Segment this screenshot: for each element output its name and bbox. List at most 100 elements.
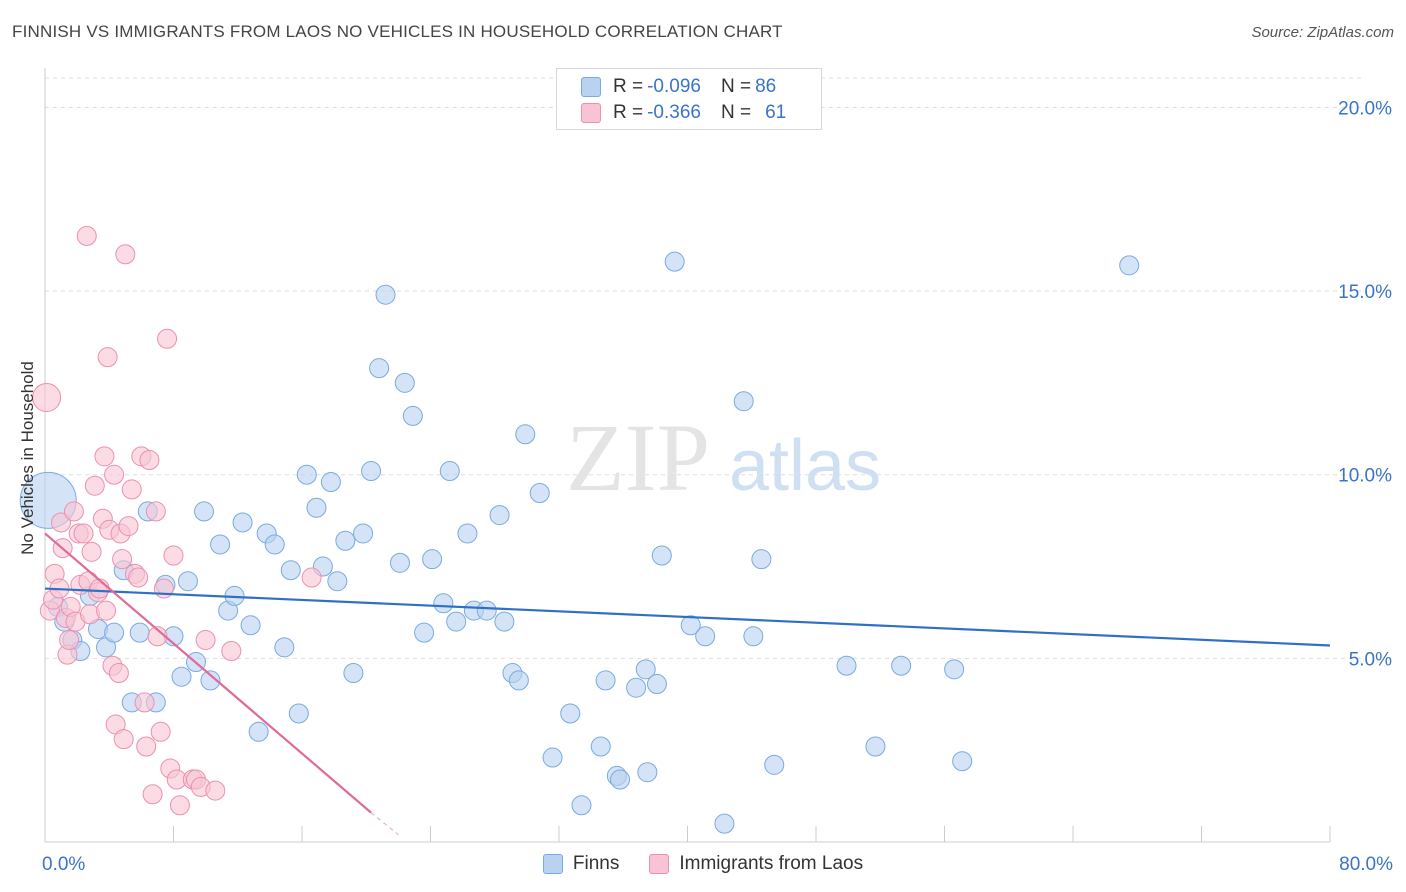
finns-point xyxy=(529,483,550,504)
finns-point xyxy=(680,615,701,636)
finns-point xyxy=(952,751,973,772)
laos-point xyxy=(81,541,102,562)
finns-point xyxy=(200,670,221,691)
finns-point xyxy=(764,754,785,775)
finns-point xyxy=(439,461,460,482)
legend-r-label: R = xyxy=(613,76,644,97)
legend-n-label: N = xyxy=(720,102,752,123)
finns-point xyxy=(320,472,341,493)
laos-point xyxy=(115,244,136,265)
finns-point xyxy=(414,622,435,643)
finns-point xyxy=(664,251,685,272)
finns-point xyxy=(422,549,443,570)
laos-point xyxy=(301,567,322,588)
finns-point xyxy=(129,622,150,643)
finns-point xyxy=(891,655,912,676)
legend-item-finns[interactable]: Finns xyxy=(542,853,620,875)
finns-point xyxy=(751,549,772,570)
finns-point xyxy=(595,670,616,691)
legend-label-finns: Finns xyxy=(572,853,620,874)
finns-point xyxy=(327,571,348,592)
finns-point xyxy=(248,721,269,742)
laos-point xyxy=(51,512,72,533)
finns-point xyxy=(335,530,356,551)
laos-point xyxy=(139,450,160,470)
laos-point xyxy=(121,479,142,500)
finns-point xyxy=(361,461,382,482)
finns-point xyxy=(1119,255,1140,276)
finns-point xyxy=(571,795,592,816)
finns-point xyxy=(944,659,965,680)
finns-point xyxy=(515,424,536,445)
watermark-zip: ZIP xyxy=(566,404,710,511)
laos-point xyxy=(89,578,110,599)
legend-r-value: -0.366 xyxy=(647,102,701,123)
finns-point xyxy=(590,736,611,757)
y-tick-label: 20.0% xyxy=(1338,98,1392,119)
watermark-atlas: atlas xyxy=(729,426,881,506)
laos-point xyxy=(76,225,97,246)
source-label: Source: ZipAtlas.com xyxy=(1251,24,1394,41)
legend-swatch-finns xyxy=(581,77,601,97)
legend-row-finns: R = -0.096 N = 86 xyxy=(581,75,776,99)
legend-swatch-laos xyxy=(649,854,670,874)
finns-point xyxy=(369,358,390,379)
finns-point xyxy=(476,600,497,621)
laos-point xyxy=(59,629,80,650)
finns-point xyxy=(104,622,125,643)
laos-point xyxy=(163,545,184,566)
legend-item-laos[interactable]: Immigrants from Laos xyxy=(649,853,863,875)
watermark: ZIP atlas xyxy=(566,404,881,511)
finns-point xyxy=(210,534,231,555)
tick-labels: 5.0% 10.0% 15.0% 20.0% 0.0% 80.0% xyxy=(42,98,1393,875)
finns-point xyxy=(836,655,857,676)
finns-point xyxy=(280,560,301,581)
finns-point xyxy=(714,813,735,834)
finns-point xyxy=(494,611,515,632)
legend-r-label: R = xyxy=(613,102,644,123)
series-finns-points xyxy=(19,251,1140,834)
trend-lines xyxy=(44,532,1331,836)
axes xyxy=(44,68,1331,843)
laos-trend-extension xyxy=(370,812,399,836)
finns-point xyxy=(733,391,754,412)
finns-point xyxy=(695,626,716,647)
finns-point xyxy=(560,703,581,724)
laos-point xyxy=(32,383,62,413)
laos-point xyxy=(142,784,163,805)
laos-point xyxy=(128,567,149,588)
finns-point xyxy=(240,615,261,636)
legend-swatch-laos xyxy=(581,103,601,123)
laos-point xyxy=(84,475,105,496)
laos-trend-line xyxy=(44,532,372,814)
finns-point xyxy=(375,284,396,305)
legend-label-laos: Immigrants from Laos xyxy=(679,853,864,874)
laos-point xyxy=(169,795,190,816)
y-tick-label: 15.0% xyxy=(1338,282,1392,303)
finns-point xyxy=(296,464,317,485)
laos-point xyxy=(134,692,155,713)
laos-point xyxy=(147,626,168,647)
finns-point xyxy=(288,703,309,724)
chart-title: FINNISH VS IMMIGRANTS FROM LAOS NO VEHIC… xyxy=(12,22,783,41)
laos-point xyxy=(94,446,115,467)
finns-point xyxy=(610,769,631,790)
finns-point xyxy=(542,747,563,768)
finns-point xyxy=(306,497,327,518)
finns-trend-line xyxy=(44,587,1331,647)
x-tick-label: 0.0% xyxy=(42,854,85,875)
finns-point xyxy=(394,372,415,393)
laos-point xyxy=(108,663,129,684)
laos-point xyxy=(145,501,166,522)
finns-point xyxy=(171,666,192,687)
laos-point xyxy=(136,736,157,757)
finns-point xyxy=(489,505,510,526)
legend-n-label: N = xyxy=(720,76,752,97)
finns-point xyxy=(651,545,672,566)
finns-point xyxy=(637,762,658,783)
finns-point xyxy=(446,611,467,632)
laos-point xyxy=(205,780,226,801)
x-tick-label: 80.0% xyxy=(1339,854,1393,875)
grid-lines xyxy=(45,77,1365,659)
